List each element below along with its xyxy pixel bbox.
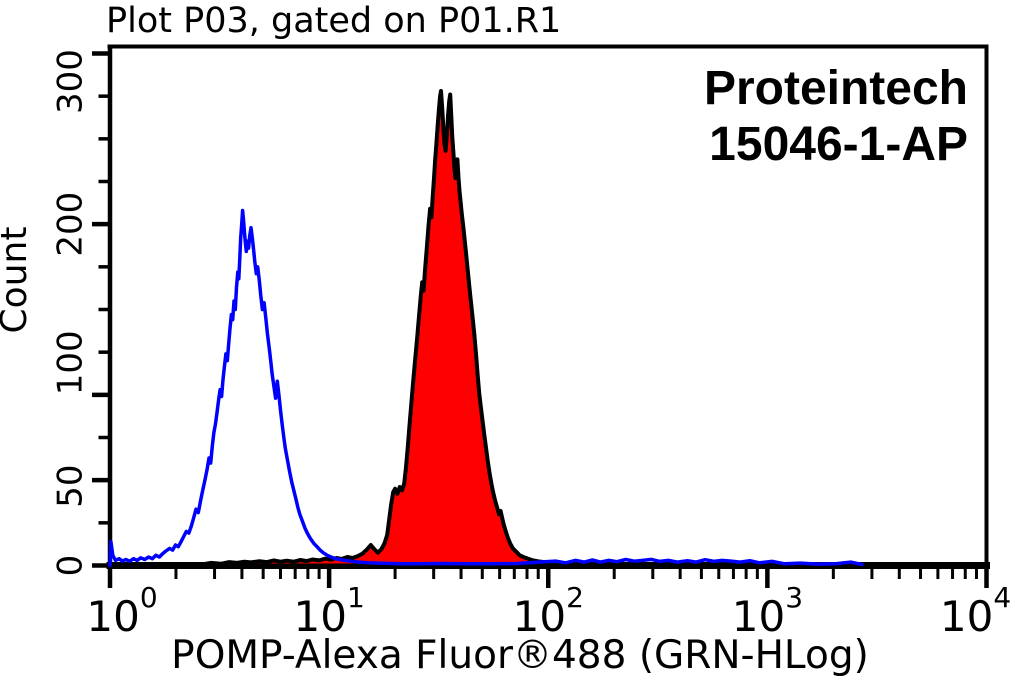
y-tick-label: 200 — [51, 192, 91, 257]
plot-title: Plot P03, gated on P01.R1 — [106, 1, 561, 41]
y-tick-label: 0 — [51, 555, 91, 577]
y-tick-label: 300 — [51, 49, 91, 114]
y-tick-label: 100 — [51, 330, 91, 395]
blue-open-histogram — [108, 208, 864, 568]
watermark-vendor: Proteintech — [704, 62, 968, 115]
x-tick-label: 104 — [940, 581, 1011, 641]
red-filled-histogram — [198, 89, 573, 568]
x-tick-label: 101 — [293, 581, 364, 641]
axes — [92, 44, 989, 588]
watermark-catalog-number: 15046-1-AP — [709, 118, 968, 171]
x-tick-label: 100 — [86, 581, 157, 641]
tick-labels: 100 101 102 103 104 0 50 100 200 300 — [51, 49, 1012, 641]
x-tick-label: 102 — [513, 581, 584, 641]
x-tick-label: 103 — [732, 581, 803, 641]
histogram-curves — [106, 89, 990, 569]
y-axis-label: Count — [0, 227, 35, 334]
y-tick-label: 50 — [51, 465, 91, 508]
x-axis-label: POMP-Alexa Fluor®488 (GRN-HLog) — [171, 633, 869, 678]
